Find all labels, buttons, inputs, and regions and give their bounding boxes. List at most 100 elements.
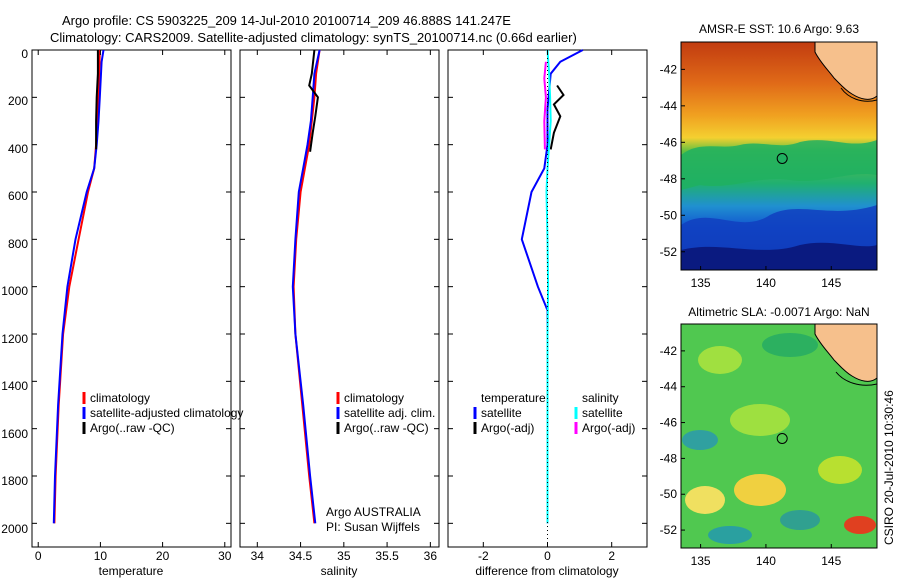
sla-lat-tick-label: -48 bbox=[660, 451, 678, 465]
difference-xtick-label: 2 bbox=[608, 549, 615, 563]
temperature-series-climatology bbox=[53, 49, 101, 524]
difference-series bbox=[520, 49, 584, 547]
sst-map-title: AMSR-E SST: 10.6 Argo: 9.63 bbox=[699, 22, 859, 36]
sst-lat-tick-label: -48 bbox=[660, 172, 678, 186]
depth-tick-800: 800 bbox=[8, 237, 28, 251]
difference-series-temperature-argo-adj- bbox=[549, 84, 565, 150]
sst-lon-tick-label: 140 bbox=[756, 276, 776, 290]
sst-coldest-band bbox=[681, 242, 877, 270]
difference-xtick-label: -2 bbox=[478, 549, 489, 563]
salinity-xlabel: salinity bbox=[321, 564, 358, 578]
sla-lat-tick-label: -46 bbox=[660, 416, 678, 430]
shelf-contour-sst bbox=[840, 87, 877, 102]
argo-program-label: Argo AUSTRALIA bbox=[326, 505, 421, 519]
timestamp-label: CSIRO 20-Jul-2010 10:30:46 bbox=[882, 390, 896, 545]
sla-map-axes: 135 140 145 -42 -44 -46 -48 -50 -52 bbox=[660, 344, 842, 568]
difference-legend-sal-argo: Argo(-adj) bbox=[582, 421, 635, 435]
depth-tick-0: 0 bbox=[21, 47, 28, 61]
difference-series-salinity-satellite bbox=[545, 49, 552, 524]
sla-lat-tick-label: -44 bbox=[660, 380, 678, 394]
temperature-series bbox=[52, 49, 105, 524]
salinity-series-argo-raw-qc- bbox=[308, 49, 319, 152]
sst-lon-tick-label: 135 bbox=[691, 276, 711, 290]
salinity-legend-argo: Argo(..raw -QC) bbox=[344, 421, 429, 435]
temperature-legend-sat: satellite-adjusted climatology bbox=[90, 406, 243, 420]
temperature-series-satellite-adjusted-climatology bbox=[52, 49, 105, 524]
sst-map-axes: 135 140 145 -42 -44 -46 -48 -50 -52 bbox=[660, 62, 842, 290]
depth-tick-1400: 1400 bbox=[1, 379, 28, 393]
sla-blob bbox=[730, 404, 790, 436]
salinity-plot-frame bbox=[239, 49, 440, 548]
sla-blob bbox=[780, 510, 820, 530]
sla-lon-tick-label: 145 bbox=[821, 554, 841, 568]
sst-front bbox=[681, 140, 877, 190]
temperature-xlabel: temperature bbox=[99, 564, 164, 578]
salinity-legend-sat: satellite adj. clim. bbox=[344, 406, 435, 420]
difference-series-temperature-satellite bbox=[520, 49, 584, 524]
sla-blob bbox=[682, 430, 718, 450]
depth-tick-1000: 1000 bbox=[1, 284, 28, 298]
salinity-series bbox=[291, 49, 321, 524]
salinity-xtick-label: 35 bbox=[337, 549, 351, 563]
salinity-legend-clim: climatology bbox=[344, 391, 404, 405]
salinity-xtick-label: 36 bbox=[424, 549, 438, 563]
salinity-xtick-label: 34 bbox=[251, 549, 265, 563]
depth-tick-1800: 1800 bbox=[1, 474, 28, 488]
tasmania-shape-sla bbox=[814, 324, 877, 382]
header-line-2: Climatology: CARS2009. Satellite-adjuste… bbox=[50, 30, 577, 45]
sst-lat-tick-label: -50 bbox=[660, 208, 678, 222]
sla-blob bbox=[844, 516, 876, 534]
sla-lat-tick-label: -42 bbox=[660, 344, 678, 358]
salinity-legend: climatology satellite adj. clim. Argo(..… bbox=[336, 391, 435, 435]
salinity-xtick-label: 34.5 bbox=[289, 549, 313, 563]
sla-map-title: Altimetric SLA: -0.0071 Argo: NaN bbox=[688, 305, 869, 319]
argo-pi-label: PI: Susan Wijffels bbox=[326, 520, 420, 534]
depth-tick-400: 400 bbox=[8, 142, 28, 156]
temperature-xtick-label: 30 bbox=[218, 549, 232, 563]
sla-blob bbox=[708, 526, 752, 544]
depth-axis: 0 200 400 600 800 1000 1200 1400 1600 18… bbox=[1, 47, 28, 536]
difference-xtick-label: 0 bbox=[544, 549, 551, 563]
sst-lat-tick-label: -42 bbox=[660, 62, 678, 76]
sla-lon-tick-label: 140 bbox=[756, 554, 776, 568]
shelf-contour-sla bbox=[835, 371, 877, 386]
salinity-series-climatology bbox=[292, 49, 321, 524]
temperature-xtick-label: 10 bbox=[94, 549, 108, 563]
sla-lat-tick-label: -50 bbox=[660, 487, 678, 501]
depth-tick-1200: 1200 bbox=[1, 332, 28, 346]
depth-tick-2000: 2000 bbox=[1, 522, 28, 536]
difference-xlabel: difference from climatology bbox=[475, 564, 618, 578]
sst-map-frame bbox=[680, 41, 878, 271]
sst-lon-tick-label: 145 bbox=[821, 276, 841, 290]
sla-blob bbox=[734, 474, 786, 506]
difference-legend-temperature-title: temperature bbox=[481, 391, 546, 405]
sla-blob bbox=[698, 346, 742, 374]
sst-lat-tick-label: -52 bbox=[660, 245, 678, 259]
temperature-legend-argo: Argo(..raw -QC) bbox=[90, 421, 175, 435]
sst-lat-tick-label: -46 bbox=[660, 135, 678, 149]
sla-blob bbox=[685, 486, 725, 514]
salinity-series-satellite-adj-clim- bbox=[291, 49, 321, 524]
sla-lat-tick-label: -52 bbox=[660, 523, 678, 537]
difference-legend-salinity-title: salinity bbox=[582, 391, 619, 405]
tasmania-shape-sst bbox=[814, 42, 877, 100]
depth-tick-1600: 1600 bbox=[1, 427, 28, 441]
depth-tick-marks bbox=[32, 49, 647, 524]
sla-lon-tick-label: 135 bbox=[691, 554, 711, 568]
sla-blob bbox=[762, 333, 818, 357]
temperature-xtick-label: 0 bbox=[35, 549, 42, 563]
header-line-1: Argo profile: CS 5903225_209 14-Jul-2010… bbox=[62, 13, 511, 28]
temperature-series-argo-raw-qc- bbox=[95, 50, 99, 150]
salinity-x-ticks: 34 34.5 35 35.5 36 bbox=[251, 50, 438, 563]
depth-tick-600: 600 bbox=[8, 189, 28, 203]
sla-map-image bbox=[681, 324, 877, 548]
temperature-x-ticks: 0 10 20 30 bbox=[35, 50, 232, 563]
temperature-legend-clim: climatology bbox=[90, 391, 150, 405]
difference-legend-sal-sat: satellite bbox=[582, 406, 623, 420]
difference-legend-temp-argo: Argo(-adj) bbox=[481, 421, 534, 435]
temperature-xtick-label: 20 bbox=[156, 549, 170, 563]
difference-legend: temperature satellite Argo(-adj) salinit… bbox=[473, 391, 635, 435]
depth-tick-200: 200 bbox=[8, 94, 28, 108]
sla-argo-location-marker bbox=[776, 433, 788, 444]
